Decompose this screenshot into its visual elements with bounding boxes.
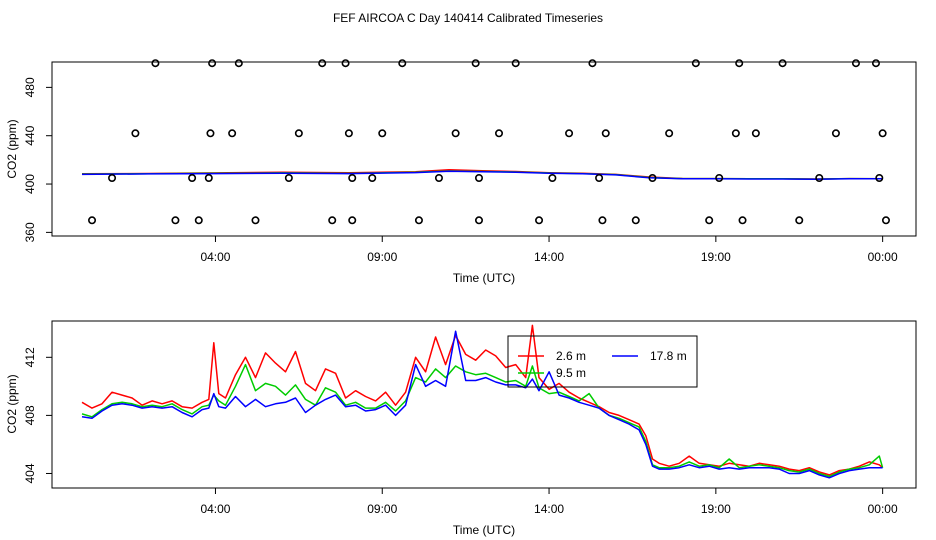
flag-marker bbox=[631, 216, 640, 225]
flag-marker bbox=[171, 216, 180, 225]
flag-marker bbox=[588, 59, 597, 68]
flag-marker bbox=[434, 174, 443, 183]
legend: 2.6 m 9.5 m 17.8 m bbox=[507, 335, 698, 388]
y-tick-label: 412 bbox=[23, 347, 37, 367]
plot-frame bbox=[51, 320, 917, 489]
y-tick-label: 440 bbox=[23, 125, 37, 145]
flag-marker bbox=[398, 59, 407, 68]
x-axis-label: Time (UTC) bbox=[453, 523, 515, 537]
flag-marker bbox=[328, 216, 337, 225]
flag-marker bbox=[451, 129, 460, 138]
flag-marker bbox=[795, 216, 804, 225]
x-tick-label: 19:00 bbox=[701, 250, 731, 264]
flag-marker bbox=[648, 174, 657, 183]
flag-marker bbox=[598, 216, 607, 225]
legend-box bbox=[507, 335, 698, 388]
y-tick-label: 400 bbox=[23, 174, 37, 194]
flag-marker bbox=[871, 59, 880, 68]
top-panel: 04:00 09:00 14:00 19:00 00:00 360 400 440 480 Tim… bbox=[5, 59, 917, 285]
flag-marker bbox=[151, 59, 160, 68]
flag-marker bbox=[495, 129, 504, 138]
flag-marker bbox=[875, 174, 884, 183]
flag-marker bbox=[348, 174, 357, 183]
series-line-17-8-m bbox=[81, 330, 883, 479]
x-tick-label: 09:00 bbox=[367, 250, 397, 264]
x-tick-label: 04:00 bbox=[200, 502, 230, 516]
flag-marker bbox=[348, 216, 357, 225]
flag-marker bbox=[234, 59, 243, 68]
flag-marker bbox=[284, 174, 293, 183]
flag-marker bbox=[878, 129, 887, 138]
flag-marker bbox=[368, 174, 377, 183]
x-tick-label: 14:00 bbox=[534, 250, 564, 264]
flag-marker bbox=[535, 216, 544, 225]
legend-label: 17.8 m bbox=[650, 349, 687, 363]
legend-label: 2.6 m bbox=[556, 349, 586, 363]
flag-marker bbox=[601, 129, 610, 138]
series-line-17-8-m bbox=[81, 170, 883, 180]
x-tick-label: 04:00 bbox=[200, 250, 230, 264]
flag-marker bbox=[751, 129, 760, 138]
x-axis-label: Time (UTC) bbox=[453, 271, 515, 285]
flag-marker bbox=[715, 174, 724, 183]
flag-marker bbox=[735, 59, 744, 68]
flag-marker bbox=[705, 216, 714, 225]
flag-marker bbox=[511, 59, 520, 68]
flag-marker bbox=[731, 129, 740, 138]
legend-label: 9.5 m bbox=[556, 366, 586, 380]
flag-marker bbox=[565, 129, 574, 138]
flag-marker bbox=[378, 129, 387, 138]
flag-marker bbox=[691, 59, 700, 68]
x-tick-label: 09:00 bbox=[367, 502, 397, 516]
flag-marker bbox=[204, 174, 213, 183]
flag-marker bbox=[206, 129, 215, 138]
flag-marker bbox=[318, 59, 327, 68]
chart-title: FEF AIRCOA C Day 140414 Calibrated Times… bbox=[333, 11, 603, 25]
bottom-panel: 04:00 09:00 14:00 19:00 00:00 404 408 412 Time (… bbox=[5, 320, 917, 537]
x-tick-label: 00:00 bbox=[868, 250, 898, 264]
flag-marker bbox=[341, 59, 350, 68]
flag-marker bbox=[188, 174, 197, 183]
x-tick-label: 19:00 bbox=[701, 502, 731, 516]
flag-marker bbox=[294, 129, 303, 138]
flag-marker bbox=[108, 174, 117, 183]
flag-marker bbox=[738, 216, 747, 225]
plot-frame bbox=[51, 61, 917, 237]
x-tick-label: 00:00 bbox=[868, 502, 898, 516]
flag-marker bbox=[851, 59, 860, 68]
flag-marker bbox=[414, 216, 423, 225]
flag-marker bbox=[344, 129, 353, 138]
y-tick-label: 404 bbox=[23, 463, 37, 483]
x-tick-label: 14:00 bbox=[534, 502, 564, 516]
flag-marker bbox=[595, 174, 604, 183]
flag-marker bbox=[815, 174, 824, 183]
flag-marker bbox=[474, 174, 483, 183]
flag-marker bbox=[131, 129, 140, 138]
flag-marker bbox=[88, 216, 97, 225]
y-axis-label: CO2 (ppm) bbox=[5, 119, 19, 178]
y-axis-label: CO2 (ppm) bbox=[5, 374, 19, 433]
flag-marker bbox=[251, 216, 260, 225]
y-tick-label: 360 bbox=[23, 222, 37, 242]
flag-marker bbox=[194, 216, 203, 225]
flag-marker bbox=[665, 129, 674, 138]
flag-marker bbox=[548, 174, 557, 183]
flag-marker bbox=[778, 59, 787, 68]
flag-marker bbox=[471, 59, 480, 68]
flag-marker bbox=[208, 59, 217, 68]
series-line-2-6-m bbox=[81, 324, 884, 476]
flag-marker bbox=[474, 216, 483, 225]
series-line-9-5-m bbox=[81, 363, 884, 478]
flag-marker bbox=[228, 129, 237, 138]
y-tick-label: 408 bbox=[23, 405, 37, 425]
y-tick-label: 480 bbox=[23, 77, 37, 97]
flag-marker bbox=[831, 129, 840, 138]
flag-marker bbox=[881, 216, 890, 225]
